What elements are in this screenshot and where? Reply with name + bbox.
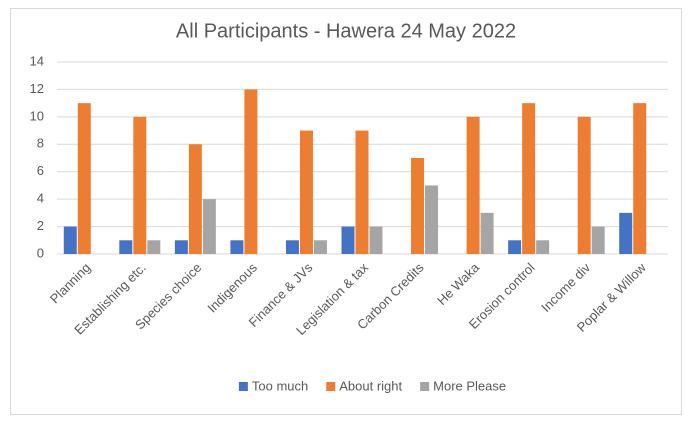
y-tick-label: 10 bbox=[30, 108, 44, 123]
bar bbox=[285, 240, 299, 254]
bar bbox=[133, 116, 147, 254]
y-tick-label: 6 bbox=[37, 163, 44, 178]
y-tick-label: 2 bbox=[37, 218, 44, 233]
bar bbox=[577, 116, 591, 254]
legend: Too much About right More Please bbox=[238, 378, 506, 393]
legend-swatch bbox=[420, 382, 430, 391]
legend-label: Too much bbox=[252, 378, 308, 393]
y-tick-label: 8 bbox=[37, 136, 44, 151]
bar bbox=[341, 226, 355, 254]
bar bbox=[147, 240, 161, 254]
bar bbox=[119, 240, 133, 254]
legend-label: More Please bbox=[433, 378, 506, 393]
bar bbox=[508, 240, 522, 254]
bar bbox=[202, 199, 216, 254]
bar bbox=[633, 103, 647, 255]
bar bbox=[425, 185, 439, 254]
chart-title: All Participants - Hawera 24 May 2022 bbox=[176, 20, 516, 42]
bar bbox=[522, 103, 536, 255]
y-tick-label: 14 bbox=[30, 53, 44, 68]
bar bbox=[480, 212, 494, 254]
bar bbox=[355, 130, 369, 254]
bar bbox=[230, 240, 244, 254]
bar bbox=[174, 240, 188, 254]
bar bbox=[244, 89, 258, 254]
y-tick-label: 0 bbox=[37, 245, 44, 260]
bar bbox=[369, 226, 383, 254]
y-tick-label: 4 bbox=[37, 191, 44, 206]
legend-swatch bbox=[238, 382, 248, 391]
bar bbox=[411, 158, 425, 254]
bar bbox=[591, 226, 605, 254]
bar bbox=[313, 240, 327, 254]
bar bbox=[619, 212, 633, 254]
bar bbox=[77, 103, 91, 255]
bar bbox=[299, 130, 313, 254]
bar bbox=[188, 144, 202, 254]
bar bbox=[63, 226, 77, 254]
bar bbox=[536, 240, 550, 254]
bar bbox=[466, 116, 480, 254]
chart-frame bbox=[10, 8, 682, 415]
legend-swatch bbox=[326, 382, 336, 391]
y-tick-label: 12 bbox=[30, 81, 44, 96]
legend-label: About right bbox=[339, 378, 402, 393]
